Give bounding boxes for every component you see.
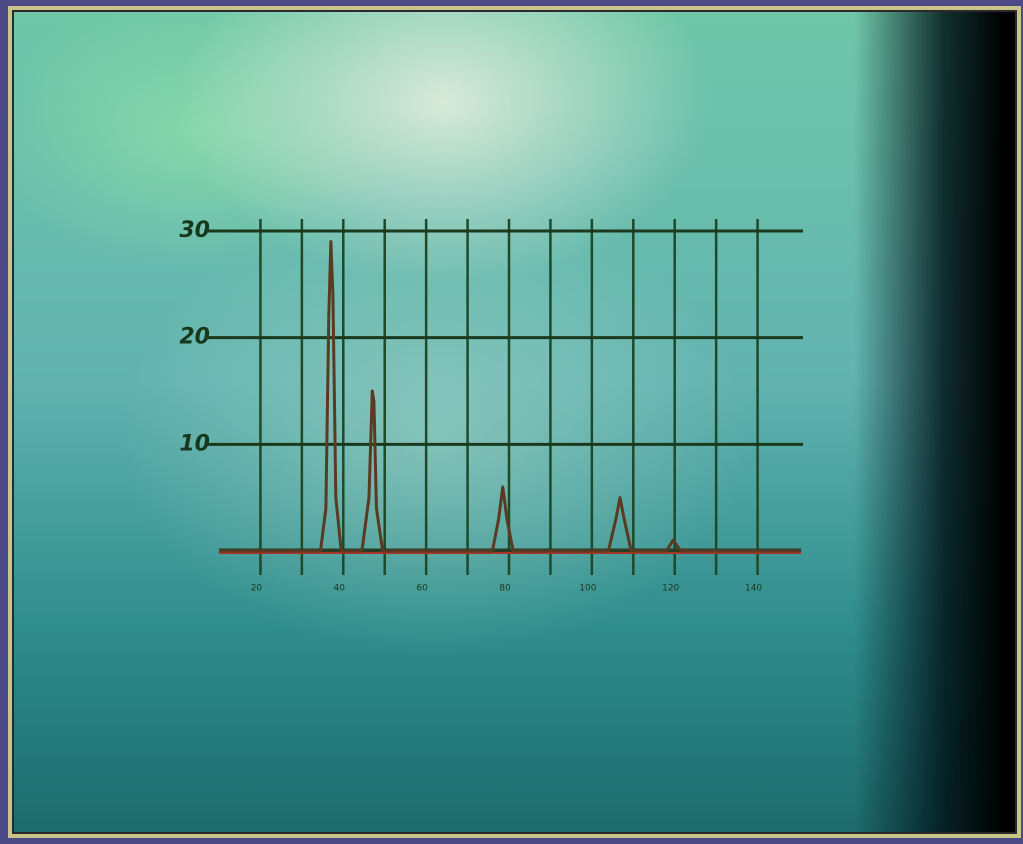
x-tick-label: 100 (579, 584, 596, 594)
x-tick-label: 60 (416, 584, 428, 594)
page: {"chart_data": {"type": "line", "x": [10… (0, 0, 1023, 844)
x-tick-label: 20 (251, 584, 263, 594)
x-tick-label: 80 (499, 584, 511, 594)
x-tick-label: 120 (662, 584, 679, 594)
x-tick-label: 140 (745, 584, 762, 594)
chart: 10203020406080100120140 (0, 0, 1023, 844)
x-tick-label: 40 (334, 584, 346, 594)
